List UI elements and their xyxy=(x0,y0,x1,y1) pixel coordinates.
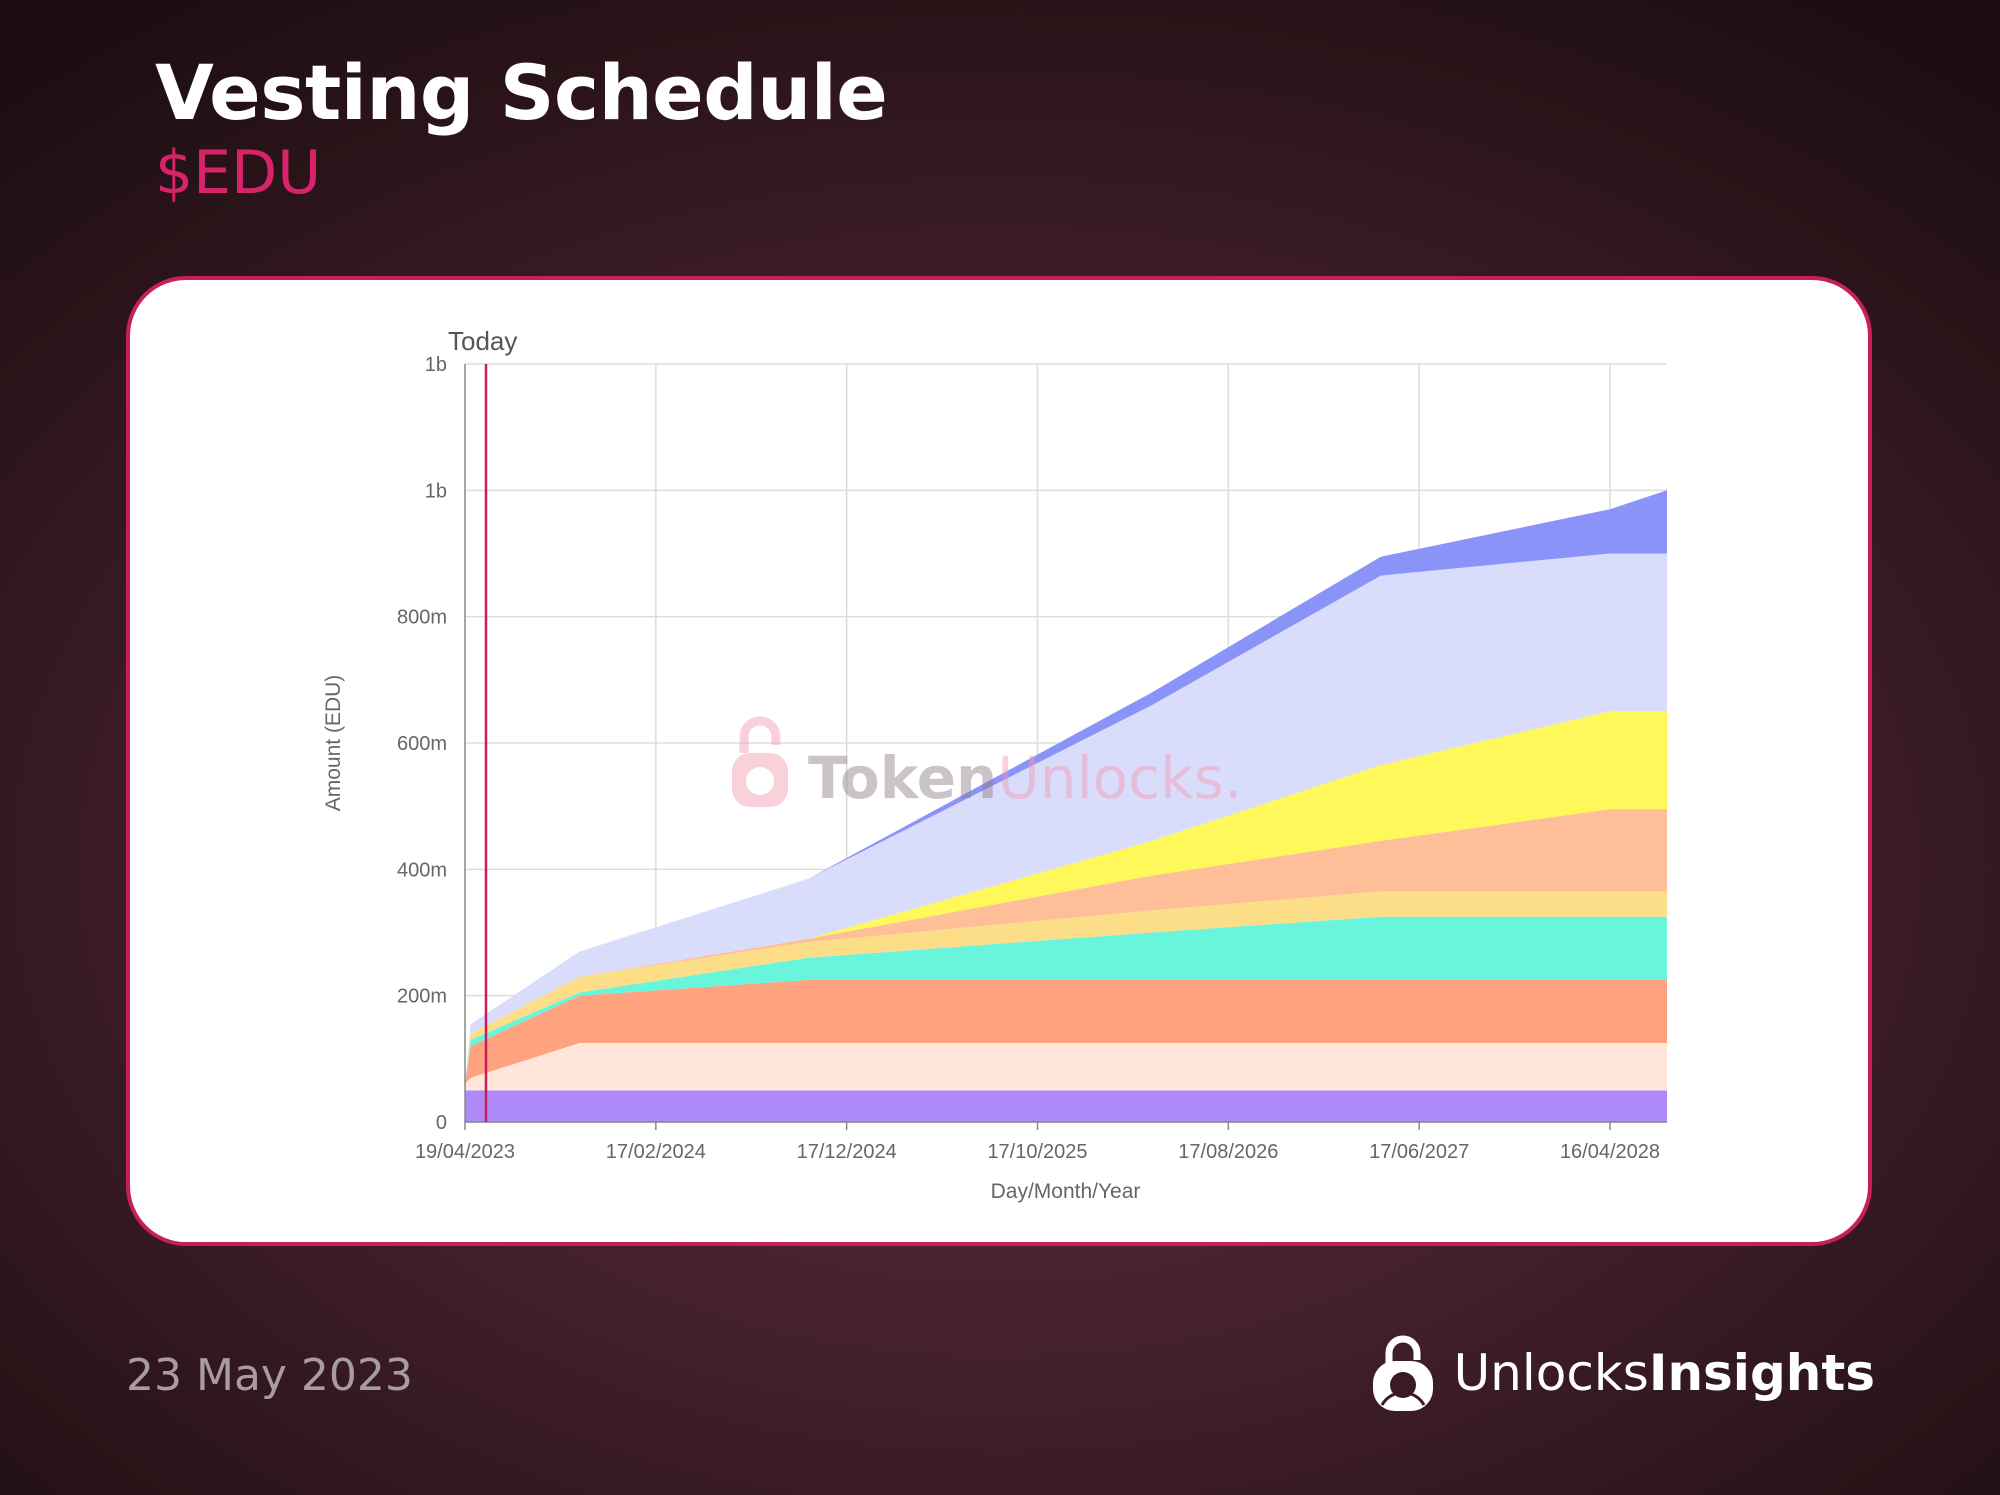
y-tick-label: 800m xyxy=(397,607,447,629)
x-tick-label: 17/06/2027 xyxy=(1369,1141,1469,1163)
svg-text:TokenUnlocks.: TokenUnlocks. xyxy=(808,744,1242,812)
chart-axes xyxy=(464,364,1667,1123)
area-series: Series 5 xyxy=(465,891,1667,1085)
chart-ticks: 0 200m 400m 600m 800m 1b 1b 19/04/2023 17/02/202… xyxy=(397,354,1660,1163)
watermark-lock-icon xyxy=(732,716,788,807)
x-tick-label: 17/08/2026 xyxy=(1178,1141,1278,1163)
brand-text-bold: Insights xyxy=(1648,1344,1875,1402)
x-tick-label: 19/04/2023 xyxy=(415,1141,515,1163)
x-tick-label: 17/02/2024 xyxy=(606,1141,706,1163)
area-series: Series 6 xyxy=(465,809,1667,1085)
y-tick-label: 200m xyxy=(397,986,447,1008)
watermark: TokenUnlocks. xyxy=(732,716,1242,812)
watermark-text-token: Token xyxy=(808,744,997,812)
x-tick-label: 17/12/2024 xyxy=(797,1141,897,1163)
area-series: Series 3 xyxy=(465,979,1667,1085)
area-series: Series 7 xyxy=(465,711,1667,1085)
today-label: Today xyxy=(448,326,517,356)
brand-text-light: Unlocks xyxy=(1453,1344,1649,1402)
area-series: Series 1 xyxy=(465,1090,1667,1122)
watermark-text-unlocks: Unlocks. xyxy=(997,744,1242,812)
y-tick-label: 600m xyxy=(397,733,447,755)
x-tick-label: 17/10/2025 xyxy=(987,1141,1087,1163)
vesting-chart: Series 1Series 2Series 3Series 4Series 5… xyxy=(322,326,1667,1203)
token-ticker: $EDU xyxy=(155,138,322,208)
y-tick-label: 0 xyxy=(436,1112,447,1134)
y-tick-label: 1b xyxy=(425,480,447,502)
lock-logo-icon xyxy=(1372,1335,1433,1411)
chart-areas: Series 1Series 2Series 3Series 4Series 5… xyxy=(465,490,1667,1122)
x-axis-label: Day/Month/Year xyxy=(991,1180,1141,1203)
x-tick-label: 16/04/2028 xyxy=(1560,1141,1660,1163)
y-axis-label: Amount (EDU) xyxy=(322,675,345,812)
chart-card: Series 1Series 2Series 3Series 4Series 5… xyxy=(126,276,1872,1246)
brand-logo: UnlocksInsights xyxy=(1370,1333,1875,1413)
report-date: 23 May 2023 xyxy=(126,1350,413,1401)
area-series: Series 9 xyxy=(465,490,1667,1085)
y-tick-label: 400m xyxy=(397,859,447,881)
y-tick-label: 1b xyxy=(425,354,447,376)
area-series: Series 8 xyxy=(465,553,1667,1085)
area-series: Series 4 xyxy=(465,916,1667,1085)
area-series: Series 2 xyxy=(465,1043,1667,1091)
page-title: Vesting Schedule xyxy=(155,48,888,137)
